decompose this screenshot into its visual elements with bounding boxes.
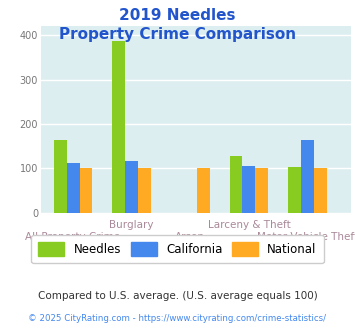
Legend: Needles, California, National: Needles, California, National	[31, 235, 324, 263]
Text: Larceny & Theft: Larceny & Theft	[208, 220, 290, 230]
Bar	[67, 163, 80, 213]
Text: Property Crime Comparison: Property Crime Comparison	[59, 27, 296, 42]
Text: All Property Crime: All Property Crime	[26, 232, 121, 242]
Bar	[288, 167, 301, 213]
Text: Motor Vehicle Theft: Motor Vehicle Theft	[257, 232, 355, 242]
Bar	[230, 156, 242, 213]
Bar	[112, 41, 125, 213]
Bar	[255, 168, 268, 213]
Text: Compared to U.S. average. (U.S. average equals 100): Compared to U.S. average. (U.S. average …	[38, 291, 317, 301]
Bar	[80, 168, 92, 213]
Text: Arson: Arson	[175, 232, 205, 242]
Bar	[314, 168, 327, 213]
Bar	[125, 161, 138, 213]
Text: Burglary: Burglary	[109, 220, 154, 230]
Bar	[138, 168, 151, 213]
Text: © 2025 CityRating.com - https://www.cityrating.com/crime-statistics/: © 2025 CityRating.com - https://www.city…	[28, 314, 327, 323]
Bar	[197, 168, 209, 213]
Bar	[301, 141, 314, 213]
Bar	[242, 166, 255, 213]
Bar	[54, 141, 67, 213]
Text: 2019 Needles: 2019 Needles	[119, 8, 236, 23]
